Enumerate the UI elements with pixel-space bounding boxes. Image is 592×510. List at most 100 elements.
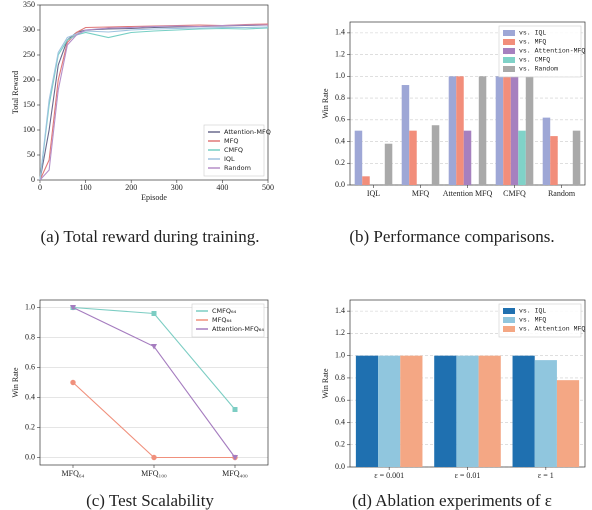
marker bbox=[151, 311, 157, 316]
legend-label: MFQ₆₄ bbox=[212, 316, 232, 324]
legend-swatch bbox=[503, 66, 515, 72]
x-tick-label: Random bbox=[548, 189, 576, 198]
series-line bbox=[39, 24, 268, 181]
bar bbox=[510, 76, 519, 185]
y-tick-label: 1.0 bbox=[335, 350, 345, 359]
bar bbox=[478, 355, 501, 467]
y-tick-label: 350 bbox=[23, 0, 35, 9]
legend-swatch bbox=[503, 39, 515, 45]
legend-label: IQL bbox=[224, 155, 235, 163]
bar bbox=[542, 117, 551, 185]
bar bbox=[378, 355, 401, 467]
bar bbox=[572, 130, 581, 185]
y-tick-label: 0.8 bbox=[25, 332, 35, 341]
x-tick-label: 500 bbox=[262, 183, 274, 192]
bar bbox=[534, 360, 557, 467]
y-tick-label: 0.2 bbox=[335, 440, 345, 449]
x-tick-label: MFQ bbox=[412, 189, 430, 198]
caption: (c) Test Scalability bbox=[86, 491, 214, 510]
y-tick-label: 0 bbox=[31, 175, 35, 184]
y-tick-label: 0.8 bbox=[335, 373, 345, 382]
bar bbox=[556, 380, 580, 467]
bar bbox=[434, 355, 457, 467]
y-tick-label: 200 bbox=[23, 75, 35, 84]
caption: (b) Performance comparisons. bbox=[349, 227, 554, 246]
x-tick-label: 300 bbox=[171, 183, 183, 192]
bar bbox=[384, 143, 393, 185]
legend: vs. IQL vs. MFQ vs. Attention MFQ bbox=[498, 303, 585, 338]
y-tick-label: 0.6 bbox=[335, 395, 345, 404]
marker bbox=[232, 455, 238, 461]
y-tick-label: 0.0 bbox=[335, 462, 345, 471]
y-tick-label: 1.2 bbox=[335, 328, 345, 337]
y-tick-label: 100 bbox=[23, 125, 35, 134]
y-tick-label: 1.4 bbox=[335, 28, 345, 37]
bar bbox=[463, 130, 472, 185]
bar bbox=[354, 130, 363, 185]
bar bbox=[456, 76, 464, 185]
x-tick-label: MFQ₆₄ bbox=[62, 469, 85, 478]
legend-label: Attention-MFQ₆₄ bbox=[212, 325, 264, 333]
x-tick-label: ε = 1 bbox=[538, 471, 554, 480]
legend-swatch bbox=[503, 326, 515, 332]
x-tick-label: MFQ₁₀₀ bbox=[141, 469, 167, 478]
y-tick-label: 50 bbox=[27, 150, 35, 159]
legend: vs. IQL vs. MFQ vs. Attention-MFQ vs. CMFQ v… bbox=[498, 25, 585, 78]
marker bbox=[151, 454, 157, 461]
x-tick-label: IQL bbox=[367, 189, 380, 198]
legend-label: Attention-MFQ bbox=[224, 128, 271, 136]
legend-label: CMFQ bbox=[224, 146, 243, 154]
y-tick-label: 300 bbox=[23, 25, 35, 34]
bar bbox=[431, 125, 440, 185]
bar bbox=[456, 355, 479, 467]
x-tick-label: 0 bbox=[38, 183, 42, 192]
bar bbox=[400, 355, 423, 467]
bar bbox=[478, 76, 487, 185]
legend-label: vs. MFQ bbox=[519, 39, 546, 46]
y-tick-label: 150 bbox=[23, 100, 35, 109]
marker bbox=[70, 379, 76, 386]
legend-label: Random bbox=[224, 164, 251, 172]
x-tick-label: ε = 0.001 bbox=[374, 471, 404, 480]
legend-label: vs. Attention MFQ bbox=[519, 326, 585, 333]
y-tick-label: 0.2 bbox=[335, 158, 345, 167]
x-tick-label: ε = 0.01 bbox=[455, 471, 481, 480]
legend-swatch bbox=[503, 48, 515, 54]
bar bbox=[362, 176, 370, 185]
y-tick-label: 1.0 bbox=[25, 302, 35, 311]
bar bbox=[401, 85, 410, 185]
y-tick-label: 0.6 bbox=[25, 362, 35, 371]
legend-label: vs. Attention-MFQ bbox=[519, 48, 585, 55]
bar bbox=[495, 76, 504, 185]
x-tick-label: 400 bbox=[216, 183, 228, 192]
legend-label: CMFQ₆₄ bbox=[212, 307, 237, 315]
series-line bbox=[72, 382, 235, 459]
legend-label: vs. CMFQ bbox=[519, 57, 550, 64]
legend-label: vs. IQL bbox=[519, 308, 546, 315]
bar bbox=[355, 355, 379, 467]
y-axis-label: Total Reward bbox=[11, 71, 20, 114]
y-tick-label: 0.4 bbox=[335, 417, 345, 426]
bar bbox=[448, 76, 457, 185]
y-tick-label: 250 bbox=[23, 50, 35, 59]
bar bbox=[518, 130, 526, 185]
y-tick-label: 0.4 bbox=[335, 136, 345, 145]
bar bbox=[512, 355, 535, 467]
y-axis-label: Win Rate bbox=[321, 368, 330, 399]
legend-label: vs. Random bbox=[519, 66, 558, 73]
bar bbox=[525, 76, 534, 185]
legend-swatch bbox=[503, 30, 515, 36]
marker bbox=[70, 305, 76, 311]
legend-swatch bbox=[503, 57, 515, 63]
y-tick-label: 0.0 bbox=[25, 452, 35, 461]
caption: (a) Total reward during training. bbox=[41, 227, 260, 246]
legend-swatch bbox=[503, 317, 515, 323]
series-line bbox=[39, 27, 269, 181]
legend-swatch bbox=[503, 308, 515, 314]
x-tick-label: Attention MFQ bbox=[443, 189, 493, 198]
x-axis-label: Episode bbox=[141, 193, 167, 202]
legend-label: vs. MFQ bbox=[519, 317, 546, 324]
x-tick-label: 200 bbox=[125, 183, 137, 192]
